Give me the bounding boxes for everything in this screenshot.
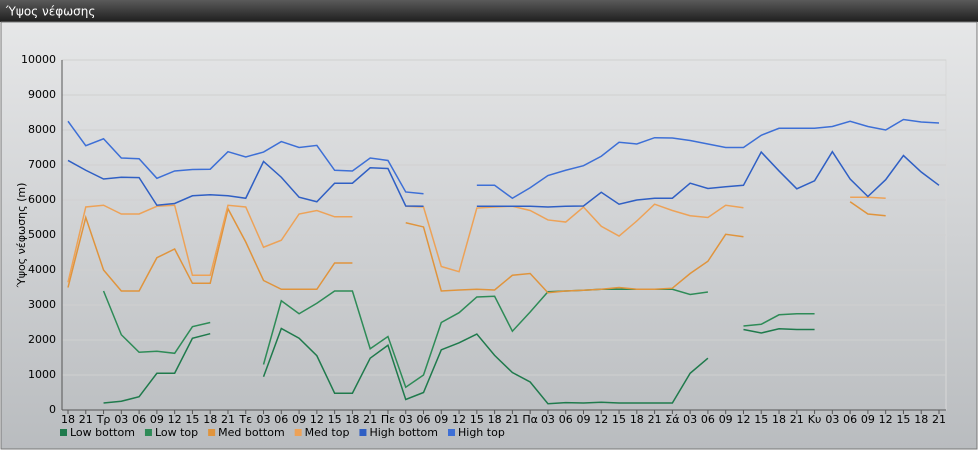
legend-label: Low top [155,426,198,439]
x-tick-label: 21 [505,413,519,426]
legend-label: Low bottom [70,426,135,439]
x-tick-label: 09 [861,413,875,426]
x-tick-label: Τε [238,413,252,426]
x-tick-label: Πε [381,413,395,426]
x-tick-label: 21 [790,413,804,426]
legend-label: Med bottom [218,426,285,439]
x-tick-label: 09 [719,413,733,426]
x-tick-label: 21 [932,413,946,426]
x-tick-label: 21 [648,413,662,426]
y-tick-label: 10000 [21,53,56,66]
x-tick-label: 03 [683,413,697,426]
y-tick-label: 5000 [28,228,56,241]
x-tick-label: 03 [114,413,128,426]
x-tick-label: 09 [150,413,164,426]
legend-swatch [359,429,367,436]
x-tick-label: 12 [452,413,466,426]
legend-swatch [144,429,152,436]
x-tick-label: 09 [576,413,590,426]
title-bar [0,0,978,22]
x-tick-label: 06 [417,413,431,426]
x-tick-label: 15 [754,413,768,426]
x-tick-label: 15 [185,413,199,426]
x-tick-label: 15 [328,413,342,426]
x-tick-label: 15 [896,413,910,426]
x-tick-label: 12 [168,413,182,426]
y-tick-label: 9000 [28,88,56,101]
x-tick-label: 18 [488,413,502,426]
x-tick-label: 15 [470,413,484,426]
y-tick-label: 8000 [28,123,56,136]
x-tick-label: 06 [843,413,857,426]
x-tick-label: 03 [825,413,839,426]
x-tick-label: 18 [203,413,217,426]
x-tick-label: 21 [363,413,377,426]
y-tick-label: 2000 [28,333,56,346]
x-tick-label: 06 [701,413,715,426]
x-tick-label: 18 [630,413,644,426]
x-tick-label: 03 [257,413,271,426]
x-tick-label: 03 [399,413,413,426]
series-line [67,201,886,294]
series-line [67,150,940,208]
y-tick-label: 3000 [28,298,56,311]
y-axis-label: Ύψος νέφωσης (m) [15,183,28,289]
legend-swatch [294,429,302,436]
x-tick-label: 18 [61,413,75,426]
x-tick-label: 12 [879,413,893,426]
x-tick-label: Κυ [808,413,822,426]
x-tick-label: 09 [434,413,448,426]
x-tick-label: 18 [345,413,359,426]
series-line [103,327,815,405]
x-tick-label: 12 [310,413,324,426]
legend-swatch [60,429,67,436]
x-tick-label: Τρ [96,413,111,426]
x-tick-label: 21 [221,413,235,426]
legend-swatch [208,429,216,436]
x-tick-label: 03 [541,413,555,426]
legend-label: High bottom [369,426,438,439]
x-tick-label: 18 [914,413,928,426]
legend-label: High top [458,426,505,439]
x-tick-label: 06 [132,413,146,426]
x-tick-label: 12 [736,413,750,426]
chart-title: Ύψος νέφωσης [5,5,95,19]
x-tick-label: 12 [594,413,608,426]
y-tick-label: 6000 [28,193,56,206]
y-tick-label: 1000 [28,368,56,381]
legend-label: Med top [305,426,350,439]
x-tick-label: 15 [612,413,626,426]
x-tick-label: Πα [522,413,538,426]
y-tick-label: 4000 [28,263,56,276]
x-tick-label: Σά [665,413,679,426]
x-tick-label: 21 [79,413,93,426]
x-tick-label: 06 [559,413,573,426]
legend-swatch [448,429,455,436]
x-tick-label: 09 [292,413,306,426]
x-tick-label: 18 [772,413,786,426]
y-tick-label: 0 [49,403,56,416]
x-tick-label: 06 [274,413,288,426]
series-line [67,118,940,200]
y-tick-label: 7000 [28,158,56,171]
